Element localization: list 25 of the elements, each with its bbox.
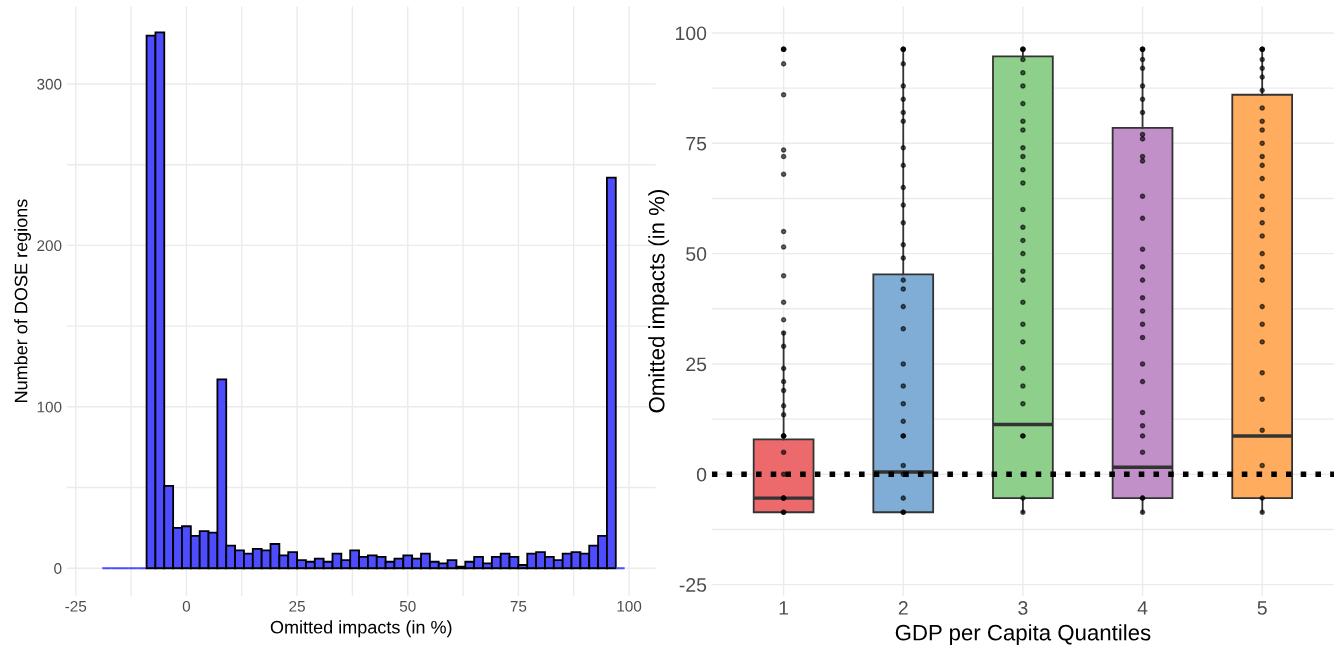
x-tick-label: 50 [399, 600, 416, 612]
y-tick-label: 100 [676, 26, 707, 41]
y-axis-title: Omitted impacts (in %) [648, 190, 669, 413]
x-tick-label: -25 [65, 600, 87, 612]
y-tick-label: 100 [37, 401, 62, 413]
x-axis-title: Omitted impacts (in %) [270, 620, 452, 638]
x-tick-label: 0 [182, 600, 191, 612]
x-tick-label: 2 [898, 601, 908, 615]
y-tick-label: 75 [686, 136, 707, 151]
y-tick-label: 200 [37, 240, 62, 252]
y-axis-title: Number of DOSE regions [14, 199, 31, 402]
x-tick-label: 3 [1018, 601, 1028, 615]
y-tick-label: 50 [686, 247, 707, 261]
y-tick-label: 300 [37, 78, 62, 90]
x-tick-label: 25 [289, 600, 305, 612]
y-tick-label: 0 [696, 467, 707, 482]
y-tick-label: 0 [54, 563, 62, 574]
x-tick-label: 4 [1137, 601, 1148, 615]
x-tick-label: 1 [779, 601, 789, 615]
x-tick-label: 100 [617, 600, 642, 612]
x-axis-title: GDP per Capita Quantiles [895, 624, 1151, 645]
y-tick-label: -25 [679, 578, 707, 592]
y-tick-label: 25 [686, 357, 707, 372]
x-tick-label: 75 [510, 601, 527, 612]
x-tick-label: 5 [1257, 601, 1267, 615]
